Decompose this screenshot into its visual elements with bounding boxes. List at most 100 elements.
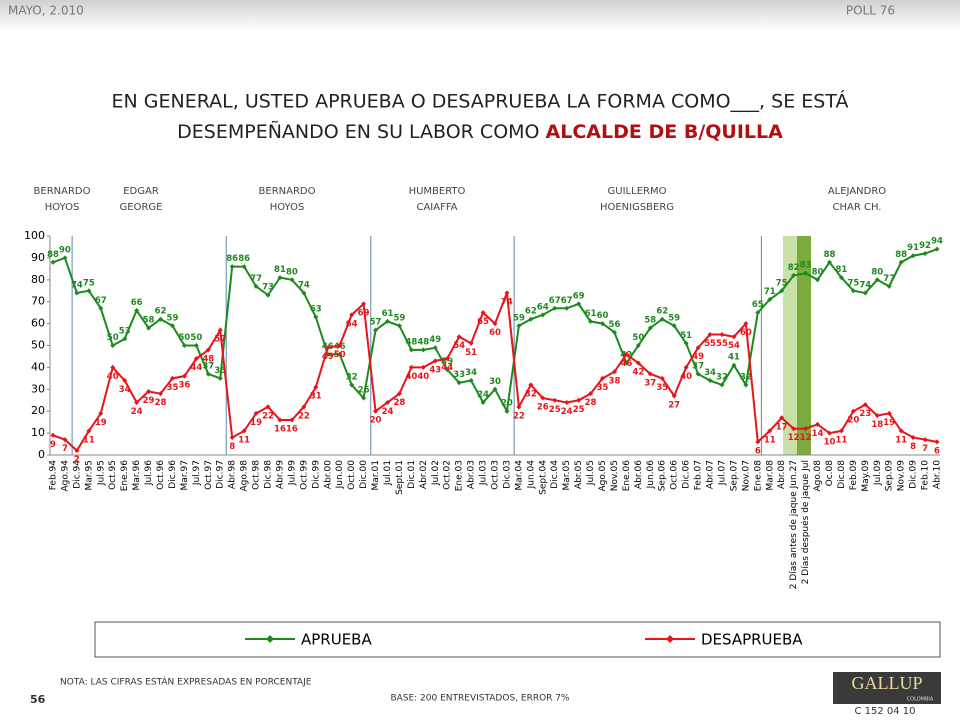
period-label: BERNARDO — [259, 186, 316, 197]
point — [838, 275, 844, 281]
point — [862, 290, 868, 296]
point — [564, 399, 570, 405]
point — [181, 373, 187, 379]
point — [169, 323, 175, 329]
y-tick-label: 0 — [38, 448, 45, 461]
point — [516, 323, 522, 329]
x-tick-label: Abr.00 — [323, 460, 333, 489]
x-tick-label: Oc.08 — [825, 460, 835, 487]
x-tick-label: Mar.04 — [514, 460, 524, 491]
data-label: 32 — [716, 372, 728, 382]
point — [898, 428, 904, 434]
data-label: 58 — [644, 315, 656, 325]
data-label: 18 — [871, 420, 883, 430]
data-label: 54 — [728, 341, 740, 351]
note: NOTA: LAS CIFRAS ESTÁN EXPRESADAS EN POR… — [60, 676, 312, 688]
header-band — [0, 0, 960, 30]
data-label: 50 — [632, 333, 644, 343]
data-label: 74 — [501, 297, 513, 307]
data-label: 25 — [549, 405, 561, 415]
x-tick-label: Mar.08 — [765, 460, 775, 491]
data-label: 24 — [477, 390, 489, 400]
point — [671, 393, 677, 399]
data-label: 40 — [107, 372, 119, 382]
point — [396, 391, 402, 397]
data-label: 20 — [370, 416, 382, 426]
point — [540, 312, 546, 318]
x-tick-label: Nov.07 — [741, 460, 751, 491]
data-label: 9 — [50, 440, 56, 450]
data-label: 75 — [776, 278, 788, 288]
x-tick-label: Nov.05 — [610, 460, 620, 491]
data-label: 6 — [755, 446, 761, 456]
point — [528, 316, 534, 322]
period-label: HOYOS — [45, 202, 80, 213]
data-label: 86 — [226, 254, 238, 264]
x-tick-label: Feb.09 — [849, 460, 859, 491]
x-tick-label: Ene.03 — [455, 460, 465, 491]
point — [838, 428, 844, 434]
x-tick-label: Jul.96 — [144, 460, 154, 486]
point — [62, 437, 68, 443]
data-label: 62 — [525, 307, 537, 317]
point — [241, 428, 247, 434]
data-label: 22 — [513, 411, 525, 421]
data-label: 50 — [334, 350, 346, 360]
point — [408, 347, 414, 353]
data-label: 38 — [609, 376, 621, 386]
x-tick-label: Abr.10 — [933, 460, 943, 489]
point — [62, 255, 68, 261]
point — [289, 277, 295, 283]
title-line: DESEMPEÑANDO EN SU LABOR COMO ALCALDE DE… — [177, 120, 783, 143]
point — [110, 364, 116, 370]
data-label: 62 — [656, 307, 668, 317]
x-tick-label: Jul.99 — [287, 460, 297, 486]
data-label: 12 — [800, 433, 812, 443]
data-label: 36 — [178, 381, 190, 391]
data-label: 71 — [764, 287, 776, 297]
data-label: 17 — [776, 422, 788, 432]
logo: GALLUP — [852, 673, 923, 693]
data-label: 7 — [922, 444, 928, 454]
period-label: CAIAFFA — [416, 202, 457, 213]
x-tick-label: Ago.08 — [813, 460, 823, 492]
data-label: 92 — [919, 241, 931, 251]
data-label: 19 — [95, 418, 107, 428]
data-label: 61 — [585, 309, 597, 319]
data-label: 41 — [728, 353, 740, 363]
point — [719, 332, 725, 338]
point — [146, 325, 152, 331]
point — [110, 343, 116, 348]
data-label: 74 — [859, 280, 871, 290]
point — [146, 388, 152, 394]
data-label: 11 — [764, 435, 776, 445]
data-label: 77 — [883, 274, 895, 284]
point — [169, 375, 175, 381]
point — [504, 408, 510, 414]
y-tick-label: 80 — [31, 273, 45, 286]
data-label: 66 — [131, 298, 143, 308]
point — [886, 283, 892, 289]
data-label: 32 — [525, 389, 537, 399]
data-label: 32 — [346, 372, 358, 382]
data-label: 29 — [143, 396, 155, 406]
x-tick-label: Dic.01 — [407, 460, 417, 489]
data-label: 55 — [716, 339, 728, 349]
x-tick-label: Feb.07 — [694, 460, 704, 490]
point — [600, 375, 606, 381]
x-tick-label: Dic.98 — [264, 460, 274, 489]
poll: POLL 76 — [846, 4, 895, 18]
point — [707, 378, 713, 384]
data-label: 60 — [740, 328, 752, 338]
point — [277, 275, 283, 281]
y-tick-label: 30 — [31, 382, 45, 395]
data-label: 50 — [107, 333, 119, 343]
x-tick-label: Ago.05 — [598, 460, 608, 492]
point — [743, 382, 749, 388]
point — [779, 288, 785, 294]
data-label: 23 — [859, 409, 871, 419]
point — [122, 336, 128, 342]
x-tick-label: Jul.97 — [192, 460, 202, 486]
x-tick-label: Jul.09 — [873, 460, 883, 486]
point — [826, 259, 832, 265]
